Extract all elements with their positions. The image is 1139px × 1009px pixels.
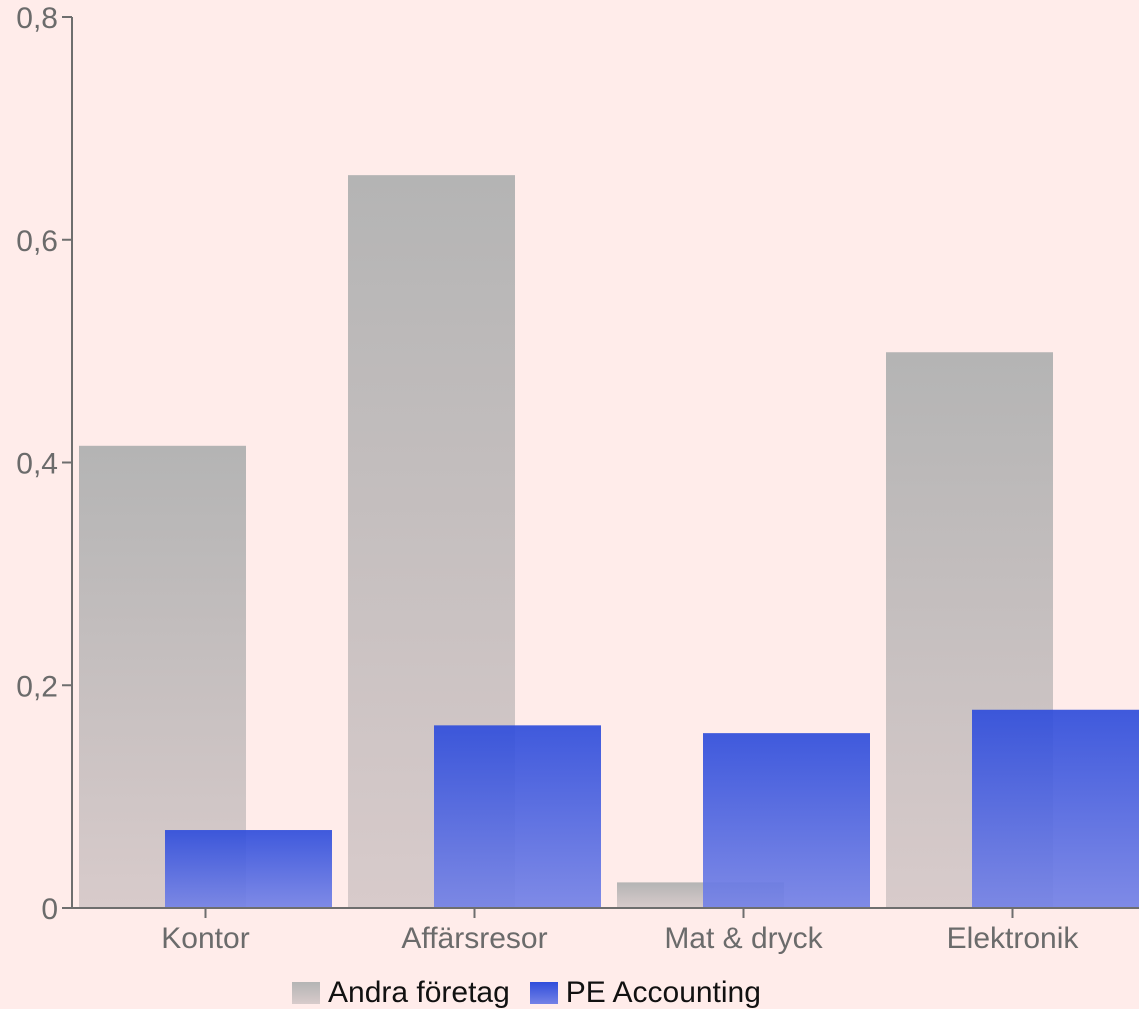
legend-swatch-pe-accounting: [529, 982, 558, 1004]
legend-item-andra-foretag: Andra företag: [292, 978, 510, 1008]
bar-chart: 0 0,2 0,4 0,6 0,8 Kontor Affärsresor Mat & dryc…: [16, 2, 1139, 955]
y-tick-label: 0,2: [16, 670, 58, 703]
bar-pe-accounting-mat-dryck: [703, 733, 870, 908]
x-category-label: Mat & dryck: [664, 922, 823, 955]
y-tick-label: 0,6: [16, 225, 58, 258]
bar-pe-accounting-kontor: [165, 830, 332, 908]
legend: Andra företag PE Accounting: [292, 978, 781, 1008]
legend-swatch-andra-foretag: [292, 982, 320, 1004]
legend-item-pe-accounting: PE Accounting: [529, 976, 761, 1009]
x-category-label: Kontor: [161, 922, 249, 955]
legend-label-pe-accounting: PE Accounting: [565, 976, 761, 1009]
x-category-label: Affärsresor: [401, 922, 547, 955]
legend-label-andra-foretag: Andra företag: [328, 976, 510, 1009]
x-category-label: Elektronik: [947, 922, 1080, 955]
bar-pe-accounting-affärsresor: [434, 725, 601, 908]
y-tick-label: 0: [41, 893, 58, 926]
y-tick-label: 0,8: [16, 2, 58, 35]
axes-group: [62, 16, 1139, 918]
bar-pe-accounting-elektronik: [972, 709, 1139, 908]
bars-group: [79, 175, 1139, 909]
y-tick-label: 0,4: [16, 448, 58, 481]
labels-group: 0 0,2 0,4 0,6 0,8 Kontor Affärsresor Mat & dryc…: [16, 2, 1079, 955]
